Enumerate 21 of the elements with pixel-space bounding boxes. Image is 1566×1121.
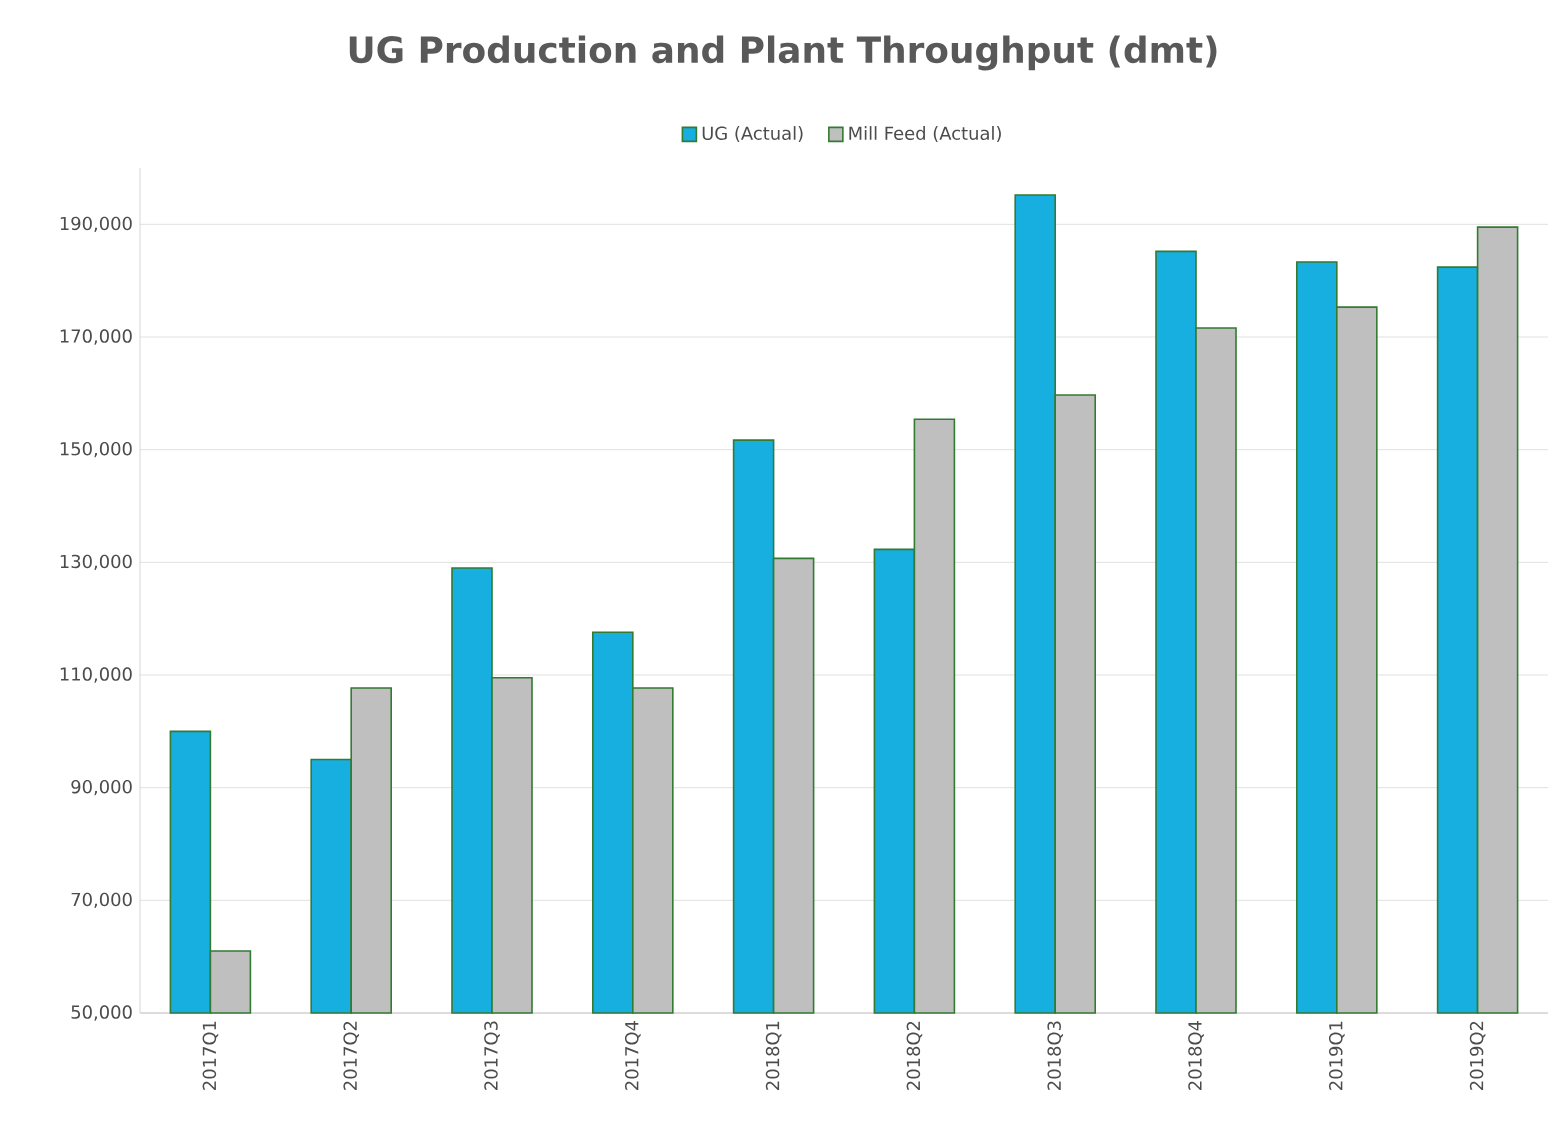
x-tick-label: 2019Q1 <box>1328 1021 1345 1090</box>
x-tick-label: 2017Q4 <box>624 1021 641 1090</box>
x-tick-label: 2017Q1 <box>202 1021 219 1090</box>
y-tick-label: 130,000 <box>60 554 132 571</box>
x-tick-label: 2018Q3 <box>1047 1021 1064 1090</box>
y-tick-label: 110,000 <box>60 667 132 683</box>
y-tick-label: 150,000 <box>60 441 132 458</box>
y-tick-label: 90,000 <box>71 779 132 796</box>
x-tick-label: 2017Q3 <box>484 1021 500 1090</box>
y-tick-label: 170,000 <box>60 329 132 345</box>
legend-label: UG (Actual) <box>702 126 803 143</box>
y-tick-label: 70,000 <box>71 892 132 909</box>
x-tick-label: 2017Q2 <box>343 1021 360 1090</box>
y-tick-label: 190,000 <box>60 216 132 233</box>
legend-label: Mill Feed (Actual) <box>849 126 1001 143</box>
x-tick-label: 2018Q4 <box>1188 1021 1204 1090</box>
y-tick-label: 50,000 <box>71 1005 132 1021</box>
x-tick-label: 2018Q1 <box>765 1021 782 1090</box>
x-tick-label: 2018Q2 <box>906 1021 923 1090</box>
chart-title: UG Production and Plant Throughput (dmt) <box>349 35 1217 71</box>
x-tick-label: 2019Q2 <box>1469 1021 1486 1090</box>
